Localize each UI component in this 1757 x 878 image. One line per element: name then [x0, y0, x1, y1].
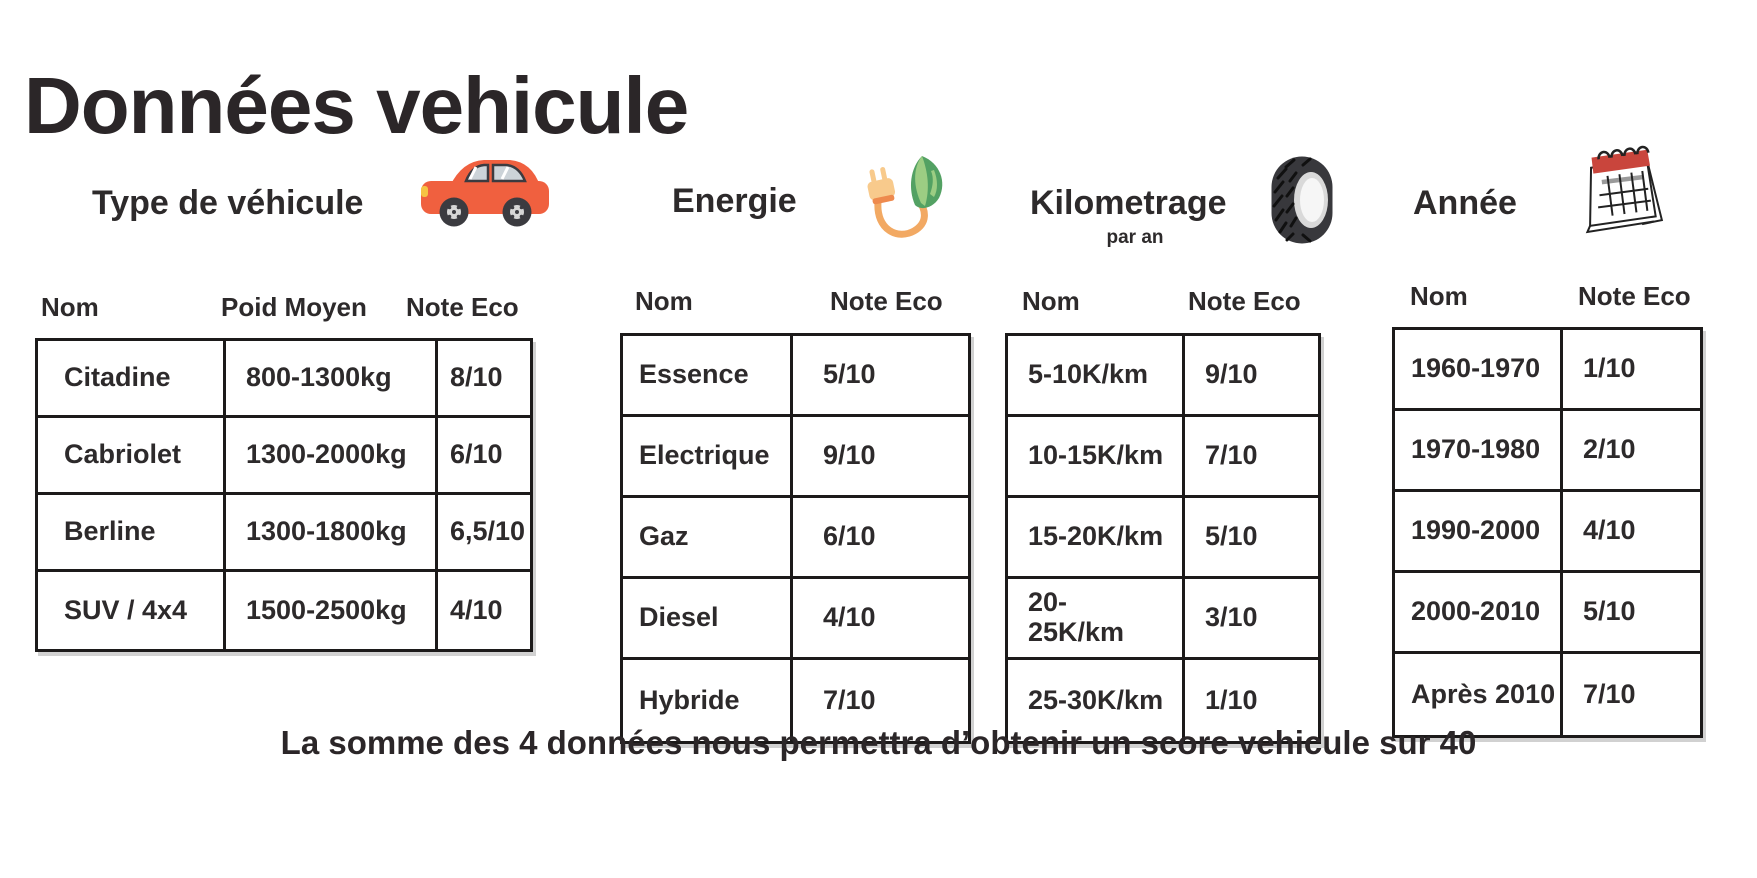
table-cell: 6/10	[438, 418, 530, 495]
column-header: Note Eco	[830, 286, 943, 316]
table-cell: Electrique	[623, 417, 793, 498]
section-heading-type-de-vehicule: Type de véhicule	[92, 184, 364, 222]
table-cell: SUV / 4x4	[38, 572, 226, 649]
column-header: Note Eco	[406, 292, 519, 322]
column-header: Note Eco	[1578, 281, 1691, 311]
table-cell: Essence	[623, 336, 793, 417]
table-cell: 2000-2010	[1395, 573, 1563, 654]
eco-plug-icon	[867, 156, 943, 238]
table-cell: 5/10	[1563, 573, 1700, 654]
table-cell: 20- 25K/km	[1008, 579, 1185, 660]
column-header: Note Eco	[1188, 286, 1301, 316]
table-cell: 1300-1800kg	[226, 495, 438, 572]
table-cell: Cabriolet	[38, 418, 226, 495]
table-cell: Diesel	[623, 579, 793, 660]
section-subheading-par-an: par an	[1106, 227, 1164, 248]
calendar-icon	[1585, 145, 1664, 234]
vehicle-type-table: Citadine 800-1300kg 8/10 Cabriolet 1300-2000…	[35, 338, 533, 652]
table-cell: 5/10	[1185, 498, 1318, 579]
table-cell: 1300-2000kg	[226, 418, 438, 495]
page-title: Données vehicule	[24, 60, 689, 150]
table-cell: Gaz	[623, 498, 793, 579]
table-cell: 4/10	[793, 579, 968, 660]
table-cell: 4/10	[1563, 492, 1700, 573]
table-cell: 1990-2000	[1395, 492, 1563, 573]
table-cell: 9/10	[793, 417, 968, 498]
tire-icon	[1271, 156, 1333, 244]
table-cell: 1/10	[1205, 684, 1258, 715]
table-cell: 800-1300kg	[226, 341, 438, 418]
table-cell: 7/10	[1185, 417, 1318, 498]
energy-table: Essence 5/10 Electrique 9/10 Gaz 6/10 Diesel 4/…	[620, 333, 971, 744]
table-cell: Citadine	[38, 341, 226, 418]
table-header-row: Nom Note Eco	[1022, 286, 1301, 317]
column-header: Nom	[1410, 281, 1468, 311]
table-cell: 1/10	[1563, 330, 1700, 411]
table-cell: Hybride	[623, 660, 793, 741]
table-cell: Après 2010	[1395, 654, 1563, 735]
table-cell: 2/10	[1563, 411, 1700, 492]
table-cell: 7/10	[823, 684, 876, 715]
year-table: 1960-1970 1/10 1970-1980 2/10 1990-2000 4/10 2…	[1392, 327, 1703, 738]
section-heading-energie: Energie	[672, 182, 797, 220]
table-cell: 1960-1970	[1395, 330, 1563, 411]
footer-note: La somme des 4 données nous permettra d’…	[280, 724, 1477, 761]
table-header-row: Nom Note Eco	[635, 286, 943, 317]
column-header: Poid Moyen	[221, 292, 367, 322]
table-cell: 6/10	[793, 498, 968, 579]
column-header: Nom	[635, 286, 693, 316]
table-cell: 9/10	[1185, 336, 1318, 417]
table-cell: 15-20K/km	[1008, 498, 1185, 579]
table-cell: 6,5/10	[438, 495, 530, 572]
table-cell: Berline	[38, 495, 226, 572]
table-cell: 5/10	[793, 336, 968, 417]
table-cell: 25-30K/km	[1008, 660, 1185, 741]
table-cell: 10-15K/km	[1008, 417, 1185, 498]
table-cell: 1500-2500kg	[226, 572, 438, 649]
mileage-table: 5-10K/km 9/10 10-15K/km 7/10 15-20K/km 5/10 20…	[1005, 333, 1321, 744]
table-cell: 5-10K/km	[1008, 336, 1185, 417]
car-icon	[421, 160, 549, 227]
table-cell: 7/10	[1583, 678, 1636, 709]
column-header: Nom	[41, 292, 99, 322]
section-heading-annee: Année	[1413, 184, 1517, 222]
table-header-row: Nom Note Eco	[1410, 281, 1691, 312]
column-header: Nom	[1022, 286, 1080, 316]
section-heading-kilometrage: Kilometrage	[1030, 184, 1227, 222]
table-cell: 4/10	[450, 594, 503, 625]
table-cell: 1970-1980	[1395, 411, 1563, 492]
table-cell: 3/10	[1185, 579, 1318, 660]
table-cell: 8/10	[438, 341, 530, 418]
table-header-row: Nom Poid Moyen Note Eco	[35, 292, 519, 323]
